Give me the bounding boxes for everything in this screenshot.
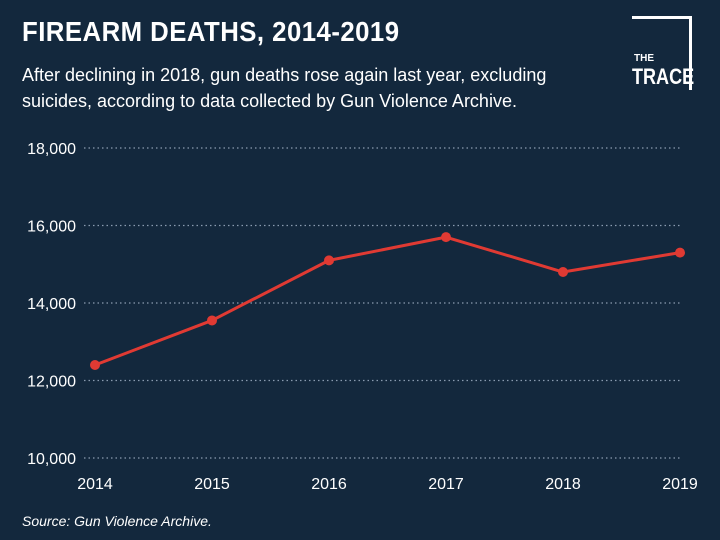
data-point [558,267,568,277]
y-tick-label: 14,000 [27,296,76,313]
data-point [324,255,334,266]
chart-subtitle: After declining in 2018, gun deaths rose… [22,65,547,111]
y-tick-label: 18,000 [27,141,76,158]
the-trace-logo: THE TRACE [632,16,694,92]
data-point [441,232,451,243]
x-tick-label: 2015 [194,476,230,493]
logo-trace-text: TRACE [632,64,695,89]
logo-the-text: THE [634,53,654,64]
x-tick-label: 2014 [77,476,113,493]
logo-frame [632,16,692,90]
data-point [207,315,217,326]
chart-title: FIREARM DEATHS, 2014-2019 [22,16,400,47]
x-tick-label: 2017 [428,476,464,493]
y-tick-label: 16,000 [27,219,76,236]
data-point [675,247,685,258]
series-line [94,235,681,367]
y-tick-label: 10,000 [27,451,76,468]
x-tick-label: 2016 [311,476,347,493]
y-tick-label: 12,000 [27,374,76,391]
x-tick-label: 2018 [545,476,581,493]
x-tick-label: 2019 [662,476,698,493]
data-point [90,360,100,370]
source-note: Source: Gun Violence Archive. [22,513,212,529]
